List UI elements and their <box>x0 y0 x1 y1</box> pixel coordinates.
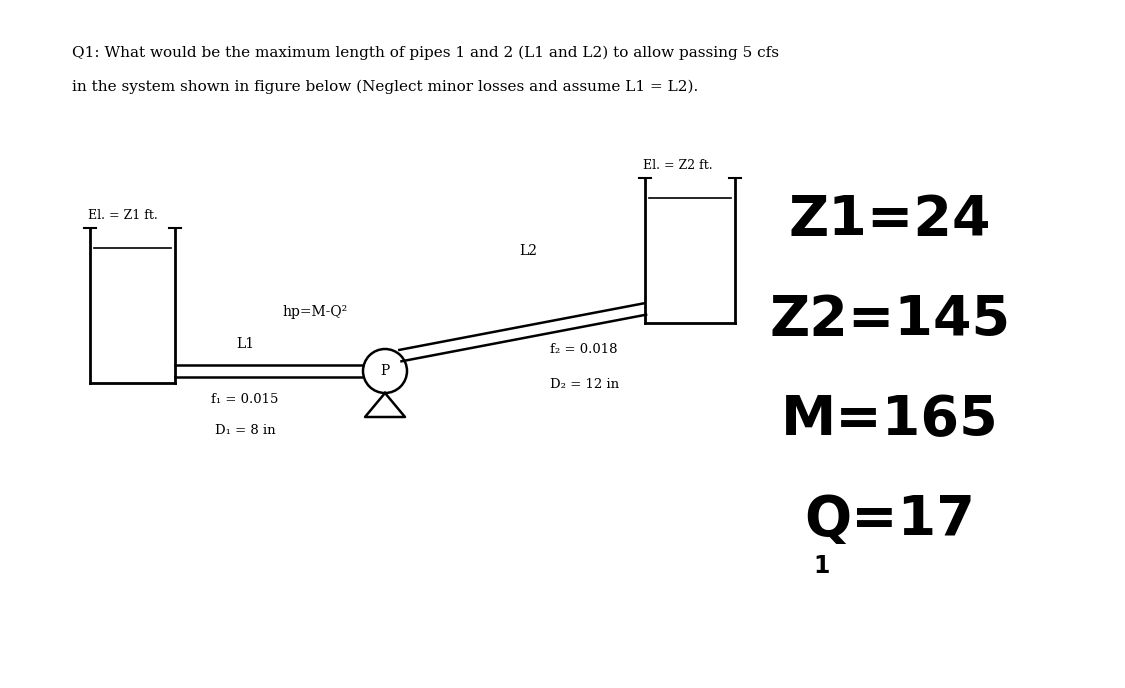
Text: El. = Z1 ft.: El. = Z1 ft. <box>88 209 158 222</box>
Text: f₂ = 0.018: f₂ = 0.018 <box>550 343 618 356</box>
Text: Q1: What would be the maximum length of pipes 1 and 2 (L1 and L2) to allow passi: Q1: What would be the maximum length of … <box>72 46 778 61</box>
Text: M=165: M=165 <box>781 393 999 447</box>
Text: hp=M-Q²: hp=M-Q² <box>282 305 348 319</box>
Text: L2: L2 <box>519 244 537 258</box>
Text: L1: L1 <box>236 337 254 351</box>
Text: Z2=145: Z2=145 <box>770 293 1010 347</box>
Text: D₁ = 8 in: D₁ = 8 in <box>215 424 276 437</box>
Text: D₂ = 12 in: D₂ = 12 in <box>550 378 619 391</box>
Text: Q=17: Q=17 <box>804 493 975 547</box>
Text: in the system shown in figure below (Neglect minor losses and assume L1 = L2).: in the system shown in figure below (Neg… <box>72 80 699 94</box>
Text: El. = Z2 ft.: El. = Z2 ft. <box>644 159 712 172</box>
Text: P: P <box>380 364 389 378</box>
Text: 1: 1 <box>813 554 830 578</box>
Text: f₁ = 0.015: f₁ = 0.015 <box>212 393 279 406</box>
Text: Z1=24: Z1=24 <box>789 193 991 247</box>
